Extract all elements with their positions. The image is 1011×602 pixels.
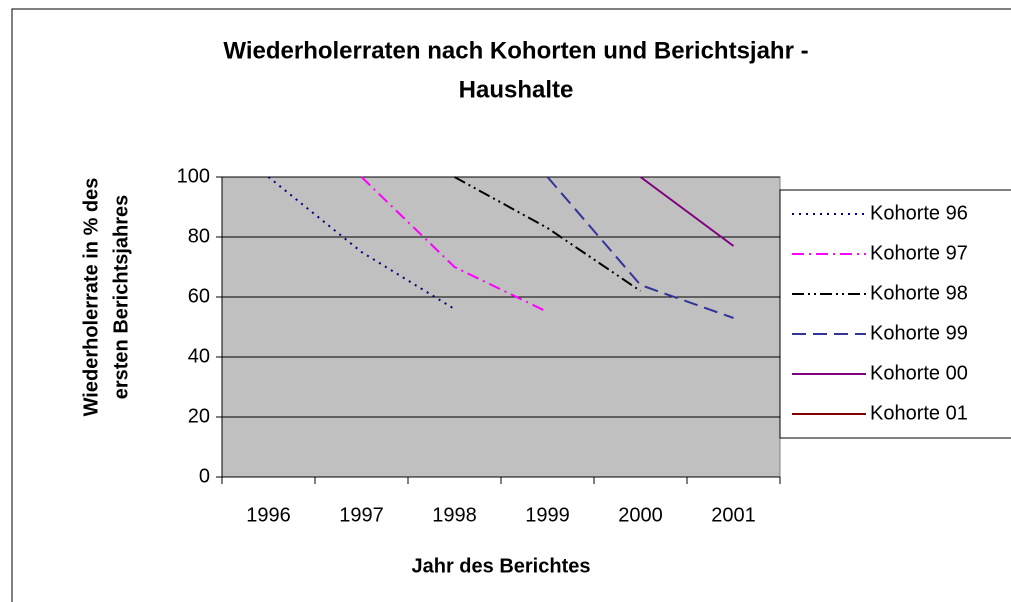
series-line xyxy=(267,176,456,310)
x-tick-label: 2000 xyxy=(618,504,663,526)
legend-label: Kohorte 00 xyxy=(870,362,968,384)
plot-area xyxy=(221,176,781,478)
legend-label: Kohorte 98 xyxy=(870,282,968,304)
legend-label: Kohorte 99 xyxy=(870,322,968,344)
series-line xyxy=(546,176,734,319)
legend-label: Kohorte 97 xyxy=(870,242,968,264)
y-tick-label: 100 xyxy=(177,165,210,187)
y-tick-label: 40 xyxy=(188,345,210,367)
x-tick-label: 1998 xyxy=(432,504,477,526)
y-tick-label: 20 xyxy=(188,405,210,427)
y-tick-label: 80 xyxy=(188,225,210,247)
y-axis-label: ersten Berichtsjahres xyxy=(110,195,132,400)
x-tick-label: 1999 xyxy=(525,504,570,526)
series-line xyxy=(639,176,735,247)
y-tick-label: 0 xyxy=(199,465,210,487)
chart-title: Haushalte xyxy=(459,76,574,103)
legend-label: Kohorte 01 xyxy=(870,402,968,424)
x-tick-label: 1997 xyxy=(339,504,384,526)
x-tick-label: 2001 xyxy=(711,504,756,526)
y-axis-label: Wiederholerrate in % des xyxy=(80,178,102,417)
x-axis-label: Jahr des Berichtes xyxy=(412,555,591,577)
x-tick-label: 1996 xyxy=(246,504,291,526)
chart-title: Wiederholerraten nach Kohorten und Beric… xyxy=(223,37,808,64)
y-tick-label: 60 xyxy=(188,285,210,307)
legend-box xyxy=(779,189,1011,439)
legend-label: Kohorte 96 xyxy=(870,202,968,224)
series-line xyxy=(454,176,642,292)
series-line xyxy=(360,176,548,313)
